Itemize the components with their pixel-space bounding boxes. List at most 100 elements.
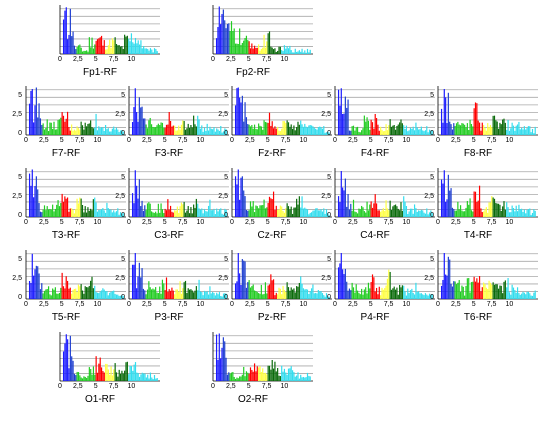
x-tick-label: 7,5 [280,219,291,226]
x-tick-label: 0 [230,219,234,226]
panel-o2-rf [212,332,313,382]
x-tick-label: 0 [333,137,337,144]
panel-t3-rf [25,168,126,218]
y-tick-label: 5 [18,92,22,100]
y-tick-label: 2,5 [12,111,22,119]
panel-f4-rf [334,86,435,136]
x-tick-label: 5 [162,137,167,144]
x-tick-label: 0 [333,219,337,226]
x-tick-label: 10 [299,301,308,308]
y-tick-label: 0 [121,212,125,219]
y-tick-label: 2,5 [321,111,331,119]
panel-label: P4-RF [360,312,390,323]
panel-label: C4-RF [360,230,390,241]
x-tick-label: 10 [280,383,289,390]
y-tick-label: 0 [327,212,331,219]
y-tick-label: 2,5 [12,275,22,283]
y-tick-label: 2,5 [115,275,125,283]
x-tick-label: 2,5 [347,137,358,144]
y-tick-label: 5 [430,92,434,100]
x-tick-label: 10 [402,219,411,226]
x-tick-label: 7,5 [280,137,291,144]
x-tick-label: 10 [280,56,289,63]
y-tick-label: 2,5 [115,193,125,201]
x-tick-label: 5 [265,219,270,226]
x-tick-label: 5 [59,137,64,144]
x-tick-label: 5 [471,137,476,144]
y-tick-label: 5 [224,92,228,100]
y-tick-label: 0 [121,294,125,301]
y-tick-label: 2,5 [424,193,434,201]
panel-p4-rf [334,250,435,300]
x-tick-label: 10 [402,137,411,144]
x-tick-label: 0 [127,219,131,226]
x-tick-label: 2,5 [38,301,49,308]
panel-f3-rf [128,86,229,136]
x-tick-label: 2,5 [347,301,358,308]
x-tick-label: 2,5 [38,137,49,144]
x-tick-label: 10 [127,383,136,390]
x-tick-label: 10 [505,219,514,226]
x-tick-label: 0 [211,383,215,390]
y-tick-label: 0 [327,294,331,301]
y-tick-label: 0 [18,294,22,301]
panel-t4-rf [437,168,538,218]
x-tick-label: 0 [211,56,215,63]
x-tick-label: 5 [368,137,373,144]
y-tick-label: 0 [430,294,434,301]
x-tick-label: 10 [93,219,102,226]
y-tick-label: 5 [18,256,22,264]
panel-label: T4-RF [463,230,493,241]
x-tick-label: 0 [58,56,62,63]
panel-f7-rf [25,86,126,136]
x-tick-label: 5 [265,137,270,144]
x-tick-label: 2,5 [141,301,152,308]
panel-label: C3-RF [154,230,184,241]
panel-label: Fz-RF [258,148,286,159]
x-tick-label: 0 [127,301,131,308]
panel-c4-rf [334,168,435,218]
x-tick-label: 10 [505,137,514,144]
x-tick-label: 7,5 [108,383,119,390]
panel-label: F7-RF [51,148,81,159]
y-tick-label: 5 [327,174,331,182]
x-tick-label: 7,5 [486,219,497,226]
y-tick-label: 5 [121,92,125,100]
x-tick-label: 5 [59,301,64,308]
x-tick-label: 7,5 [177,301,188,308]
x-tick-label: 5 [471,219,476,226]
y-tick-label: 2,5 [218,193,228,201]
y-tick-label: 2,5 [218,111,228,119]
x-tick-label: 5 [162,301,167,308]
x-tick-label: 7,5 [177,219,188,226]
y-tick-label: 2,5 [115,111,125,119]
x-tick-label: 7,5 [108,56,119,63]
x-tick-label: 5 [162,219,167,226]
panel-label: F8-RF [463,148,493,159]
x-tick-label: 5 [93,56,98,63]
x-tick-label: 2,5 [244,137,255,144]
panel-label: T6-RF [463,312,493,323]
panel-fp1-rf [59,5,160,55]
panel-fp2-rf [212,5,313,55]
x-tick-label: 2,5 [450,219,461,226]
x-tick-label: 2,5 [225,383,236,390]
x-tick-label: 7,5 [74,301,85,308]
x-tick-label: 0 [24,301,28,308]
y-tick-label: 5 [121,174,125,182]
y-tick-label: 0 [224,294,228,301]
panel-label: P3-RF [154,312,184,323]
x-tick-label: 2,5 [225,56,236,63]
x-tick-label: 5 [59,219,64,226]
x-tick-label: 5 [246,56,251,63]
x-tick-label: 10 [196,301,205,308]
x-tick-label: 7,5 [74,137,85,144]
panel-o1-rf [59,332,160,382]
panel-fz-rf [231,86,332,136]
x-tick-label: 7,5 [261,56,272,63]
x-tick-label: 7,5 [177,137,188,144]
x-tick-label: 7,5 [383,219,394,226]
y-tick-label: 0 [18,212,22,219]
panel-label: F4-RF [360,148,390,159]
